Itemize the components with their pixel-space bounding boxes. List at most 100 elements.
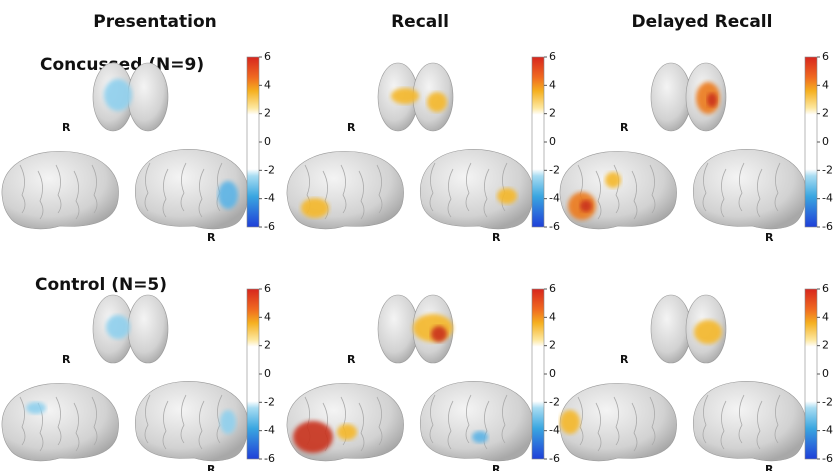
side-label: R [492, 463, 501, 471]
colorbar-tick-label: -2 [549, 163, 560, 176]
colorbar-tick-label: 4 [549, 78, 556, 91]
colorbar-tick-label: 2 [822, 107, 829, 120]
colorbar-tick-label: 4 [264, 310, 271, 323]
activation [560, 410, 580, 434]
side-label: R [765, 231, 774, 244]
side-label: R [347, 353, 356, 366]
activation [605, 172, 621, 188]
column-title: Presentation [93, 12, 216, 32]
brain-lateral [420, 381, 533, 461]
panel: R R 6 4 2 0 -2 -4 -6 [2, 50, 275, 244]
brain-lateral [693, 149, 806, 229]
activation [26, 402, 46, 414]
colorbar-tick-label: 6 [264, 282, 271, 295]
colorbar-tick-label: 2 [264, 107, 271, 120]
column-title: Recall [391, 12, 449, 32]
colorbar-tick-label: 4 [549, 310, 556, 323]
colorbar-tick-label: -6 [264, 452, 275, 465]
activation [218, 181, 238, 209]
panel: R R 6 4 2 0 -2 -4 -6 [560, 50, 833, 244]
activation [106, 315, 130, 339]
colorbar-tick-label: 6 [822, 50, 829, 63]
colorbar [532, 57, 544, 227]
colorbar-tick-label: 6 [264, 50, 271, 63]
side-label: R [620, 353, 629, 366]
brain-front [651, 295, 691, 363]
colorbar-tick-label: 2 [549, 107, 556, 120]
brain-lateral [287, 151, 404, 229]
colorbar-tick-label: -6 [264, 220, 275, 233]
colorbar-tick-label: 0 [822, 367, 829, 380]
activation [694, 320, 722, 344]
activation [707, 93, 717, 107]
colorbar-tick-label: -4 [264, 424, 275, 437]
panel: R R 6 4 2 0 -2 -4 -6 [560, 282, 833, 471]
activation [293, 421, 333, 453]
colorbar [532, 289, 544, 459]
colorbar-tick-label: 0 [264, 135, 271, 148]
colorbar-tick-label: -2 [264, 163, 275, 176]
brain-front [378, 295, 418, 363]
colorbar [247, 57, 259, 227]
colorbar-tick-label: 4 [264, 78, 271, 91]
colorbar-tick-label: 0 [822, 135, 829, 148]
colorbar-tick-label: -2 [264, 395, 275, 408]
panel: R R 6 4 2 0 -2 -4 -6 [2, 282, 275, 471]
colorbar-tick-label: -6 [549, 220, 560, 233]
colorbar [247, 289, 259, 459]
brain-front [651, 63, 691, 131]
colorbar-tick-label: 2 [822, 339, 829, 352]
colorbar-tick-label: 4 [822, 78, 829, 91]
activation [220, 410, 236, 434]
colorbar-tick-label: -6 [549, 452, 560, 465]
colorbar-tick-label: -4 [549, 192, 560, 205]
brain-front [128, 63, 168, 131]
colorbar-tick-label: -4 [822, 192, 833, 205]
side-label: R [62, 121, 71, 134]
activation [472, 431, 488, 443]
activation [427, 92, 447, 112]
side-label: R [620, 121, 629, 134]
colorbar-tick-label: 6 [549, 50, 556, 63]
column-title: Delayed Recall [632, 12, 773, 32]
colorbar-tick-label: 2 [549, 339, 556, 352]
side-label: R [765, 463, 774, 471]
side-label: R [347, 121, 356, 134]
activation [580, 200, 592, 212]
colorbar-tick-label: -4 [822, 424, 833, 437]
colorbar-tick-label: -4 [549, 424, 560, 437]
figure: PresentationRecallDelayed RecallConcusse… [0, 0, 837, 471]
colorbar-tick-label: -4 [264, 192, 275, 205]
brain-front [128, 295, 168, 363]
brain-lateral [420, 149, 533, 229]
activation [301, 198, 329, 218]
panel: R R 6 4 2 0 -2 -4 -6 [287, 282, 560, 471]
brain-lateral [2, 383, 119, 461]
colorbar-tick-label: -2 [822, 163, 833, 176]
activation [431, 326, 447, 342]
colorbar-tick-label: -2 [549, 395, 560, 408]
colorbar-tick-label: -6 [822, 452, 833, 465]
colorbar-tick-label: 0 [549, 367, 556, 380]
colorbar-tick-label: 0 [264, 367, 271, 380]
side-label: R [207, 231, 216, 244]
colorbar-tick-label: 4 [822, 310, 829, 323]
activation [497, 188, 517, 204]
colorbar-tick-label: -6 [822, 220, 833, 233]
side-label: R [492, 231, 501, 244]
activation [337, 424, 357, 440]
colorbar-tick-label: 6 [822, 282, 829, 295]
colorbar-tick-label: -2 [822, 395, 833, 408]
colorbar [805, 57, 817, 227]
brain-lateral [2, 151, 119, 229]
row-label: Control (N=5) [35, 275, 167, 295]
side-label: R [62, 353, 71, 366]
brain-lateral [693, 381, 806, 461]
colorbar [805, 289, 817, 459]
activation [391, 88, 419, 104]
colorbar-tick-label: 2 [264, 339, 271, 352]
side-label: R [207, 463, 216, 471]
activation [104, 79, 132, 111]
colorbar-tick-label: 6 [549, 282, 556, 295]
